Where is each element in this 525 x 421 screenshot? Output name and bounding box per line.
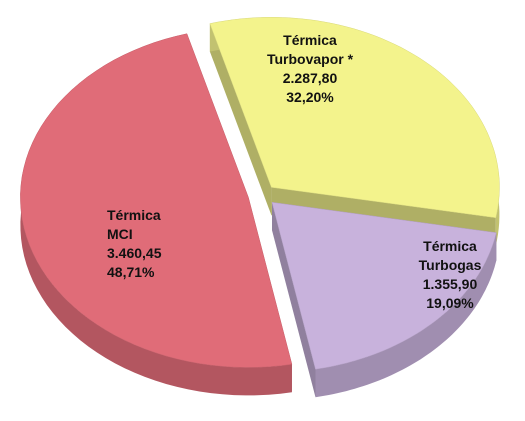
slice-label: Térmica: [107, 207, 161, 223]
slice-label: Térmica: [423, 238, 477, 254]
slice-side: [272, 202, 316, 398]
slice-label: 3.460,45: [107, 245, 162, 261]
slice-label: 2.287,80: [283, 70, 338, 86]
slice-label: 1.355,90: [423, 276, 478, 292]
slice: [20, 33, 293, 368]
slice-side: [209, 23, 272, 216]
slice-wall: [315, 232, 497, 398]
slice: [209, 17, 500, 218]
slice: [271, 202, 497, 370]
slice-label: MCI: [107, 226, 133, 242]
slice-label: 48,71%: [107, 264, 155, 280]
slice-label: Turbovapor *: [267, 51, 354, 67]
slice-label: Turbogas: [419, 257, 482, 273]
slice-label: Térmica: [283, 32, 337, 48]
slice-label: 32,20%: [286, 89, 334, 105]
slice-label: 19,09%: [426, 295, 474, 311]
